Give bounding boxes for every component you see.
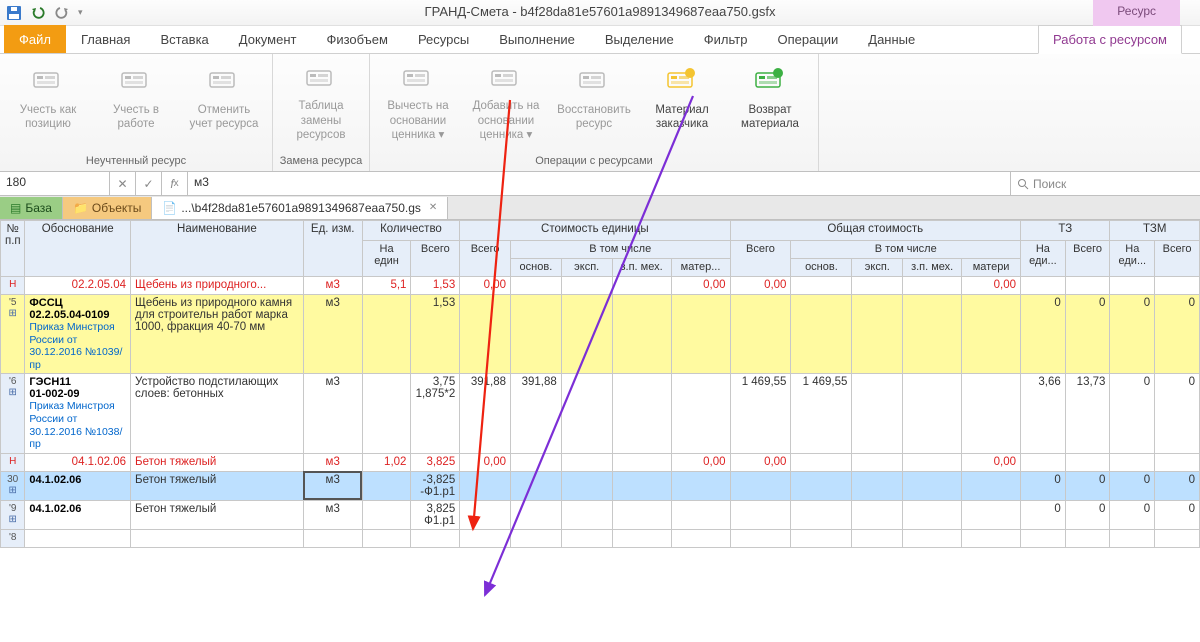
- tab-Выделение[interactable]: Выделение: [590, 25, 689, 53]
- redo-icon[interactable]: [54, 5, 70, 21]
- col-tzm[interactable]: ТЗМ: [1110, 221, 1200, 241]
- data-grid[interactable]: № п.п Обоснование Наименование Ед. изм. …: [0, 220, 1200, 548]
- tab-Фильтр[interactable]: Фильтр: [689, 25, 763, 53]
- tab-Главная[interactable]: Главная: [66, 25, 145, 53]
- cell-reference[interactable]: 180: [0, 172, 110, 195]
- tab-Физобъем[interactable]: Физобъем: [311, 25, 403, 53]
- account-in-work: Учесть в работе: [94, 61, 178, 147]
- qat-dropdown-icon[interactable]: ▾: [78, 7, 83, 18]
- tab-Документ[interactable]: Документ: [224, 25, 312, 53]
- cancel-resource-account: Отменить учет ресурса: [182, 61, 266, 147]
- table-row[interactable]: '9⊞04.1.02.06Бетон тяжелыйм33,825Ф1.р100…: [1, 500, 1200, 529]
- col-name[interactable]: Наименование: [131, 221, 304, 277]
- search-icon: [1017, 178, 1029, 190]
- doctab-file[interactable]: 📄...\b4f28da81e57601a9891349687eaa750.gs…: [152, 197, 448, 219]
- table-row[interactable]: Н04.1.02.06Бетон тяжелыйм31,023,8250,000…: [1, 453, 1200, 471]
- add-by-pricelist: Добавить на основании ценника ▾: [464, 61, 548, 147]
- table-row[interactable]: '6⊞ГЭСН1101-002-09Приказ Минстроя России…: [1, 374, 1200, 453]
- table-row[interactable]: '8: [1, 529, 1200, 547]
- doctab-objects[interactable]: 📁Объекты: [63, 197, 152, 219]
- table-row[interactable]: Н02.2.05.04Щебень из природного...м35,11…: [1, 277, 1200, 295]
- subtract-by-pricelist: Вычесть на основании ценника ▾: [376, 61, 460, 147]
- col-total-cost[interactable]: Общая стоимость: [730, 221, 1021, 241]
- context-tab-label: Ресурс: [1093, 0, 1180, 26]
- close-icon[interactable]: ✕: [429, 202, 437, 213]
- cancel-fx-icon[interactable]: ✕: [110, 172, 136, 195]
- tab-Выполнение[interactable]: Выполнение: [484, 25, 590, 53]
- restore-resource: Восстановить ресурс: [552, 61, 636, 147]
- col-unit[interactable]: Ед. изм.: [303, 221, 362, 277]
- account-as-position: Учесть как позицию: [6, 61, 90, 147]
- table-row[interactable]: 30⊞04.1.02.06Бетон тяжелыйм3-3,825-Ф1.р1…: [1, 471, 1200, 500]
- col-unit-cost[interactable]: Стоимость единицы: [460, 221, 730, 241]
- customer-material[interactable]: Материал заказчика: [640, 61, 724, 147]
- formula-bar: 180 ✕ ✓ fx м3 Поиск: [0, 172, 1200, 196]
- tab-Ресурсы[interactable]: Ресурсы: [403, 25, 484, 53]
- col-qty[interactable]: Количество: [362, 221, 460, 241]
- return-material[interactable]: Возврат материала: [728, 61, 812, 147]
- tab-file[interactable]: Файл: [4, 25, 66, 53]
- app-title: ГРАНД-Смета - b4f28da81e57601a9891349687…: [425, 4, 776, 19]
- undo-icon[interactable]: [30, 5, 46, 21]
- col-basis[interactable]: Обоснование: [25, 221, 131, 277]
- tab-Данные[interactable]: Данные: [853, 25, 930, 53]
- doctab-baza[interactable]: ▤База: [0, 197, 63, 219]
- save-icon[interactable]: [6, 5, 22, 21]
- replacement-table: Таблица замены ресурсов: [279, 61, 363, 147]
- col-tz[interactable]: ТЗ: [1021, 221, 1110, 241]
- tab-Вставка[interactable]: Вставка: [145, 25, 223, 53]
- table-row[interactable]: '5⊞ФССЦ02.2.05.04-0109Приказ Минстроя Ро…: [1, 295, 1200, 374]
- tab-resource-work[interactable]: Работа с ресурсом: [1038, 25, 1182, 54]
- accept-fx-icon[interactable]: ✓: [136, 172, 162, 195]
- ribbon-tabs: Файл ГлавнаяВставкаДокументФизобъемРесур…: [0, 26, 1200, 54]
- tab-Операции[interactable]: Операции: [762, 25, 853, 53]
- fx-icon[interactable]: fx: [162, 172, 188, 195]
- document-tabs: ▤База 📁Объекты 📄...\b4f28da81e57601a9891…: [0, 196, 1200, 220]
- formula-input[interactable]: м3: [188, 172, 1010, 195]
- ribbon-body: Учесть как позициюУчесть в работеОтменит…: [0, 54, 1200, 172]
- search-box[interactable]: Поиск: [1010, 172, 1200, 195]
- col-num[interactable]: № п.п: [1, 221, 25, 277]
